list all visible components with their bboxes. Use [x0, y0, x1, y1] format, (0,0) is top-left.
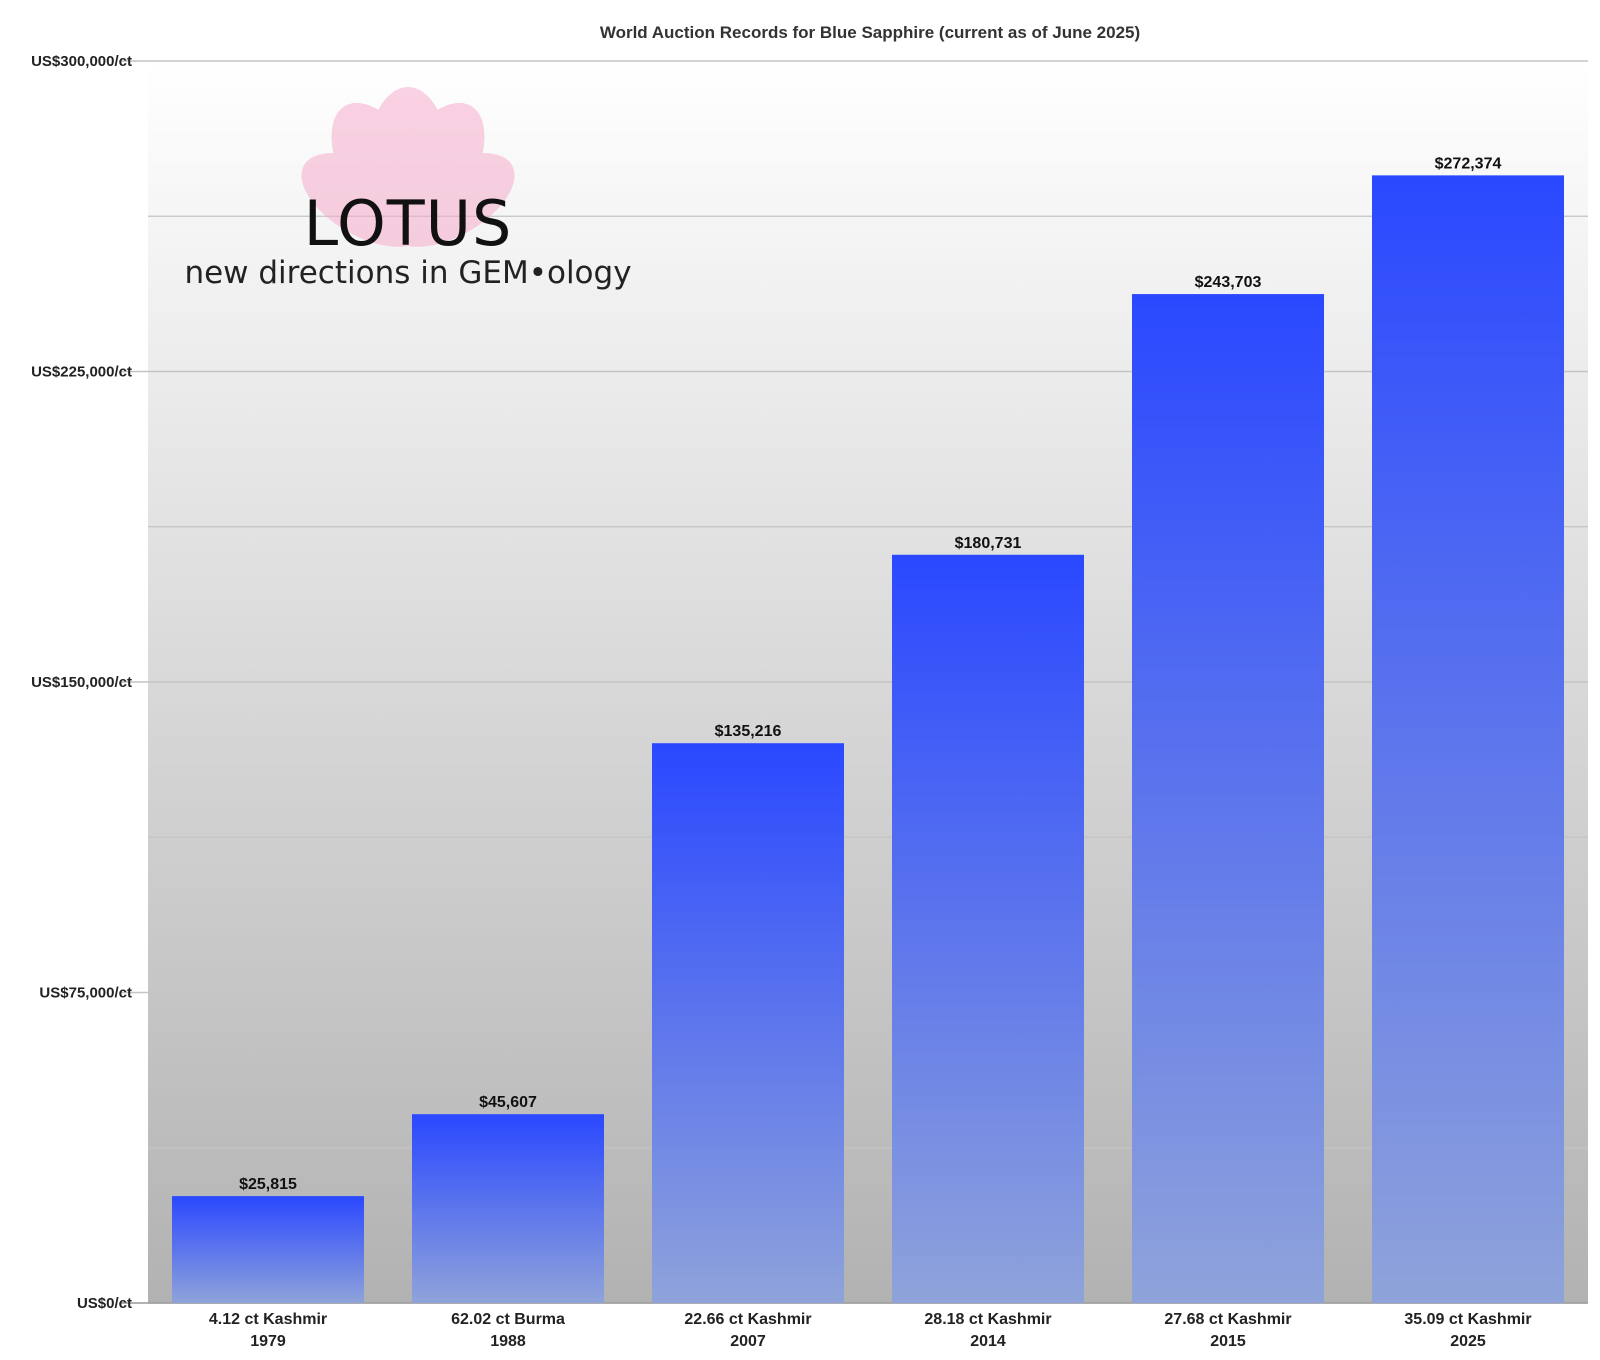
data-labels: $25,815 $45,607 $135,216 $180,731 $243,703 $2… — [239, 155, 1501, 1193]
y-tick-label: US$300,000/ct — [31, 53, 132, 70]
x-tick-label: 4.12 ct Kashmir — [209, 1311, 327, 1328]
x-tick-label: 62.02 ct Burma — [451, 1311, 565, 1328]
logo-tagline: new directions in GEM•ology — [184, 255, 631, 291]
bar — [412, 1114, 604, 1303]
y-axis-ticks: US$0/ct US$75,000/ct US$150,000/ct US$225,0… — [31, 53, 132, 1312]
x-tick-label: 27.68 ct Kashmir — [1164, 1311, 1291, 1328]
logo-wordmark: LOTUS — [304, 187, 513, 260]
bar — [1372, 175, 1564, 1304]
x-tick-year: 2007 — [730, 1333, 766, 1350]
x-tick-year: 1988 — [490, 1333, 526, 1350]
x-tick-year: 1979 — [250, 1333, 286, 1350]
bar — [1132, 294, 1324, 1303]
x-tick-label: 28.18 ct Kashmir — [924, 1311, 1051, 1328]
x-axis-ticks: 4.12 ct Kashmir 1979 62.02 ct Burma 1988 22.… — [209, 1311, 1532, 1350]
y-tick-label: US$150,000/ct — [31, 674, 132, 691]
data-label: $243,703 — [1195, 274, 1262, 291]
data-label: $25,815 — [239, 1176, 297, 1193]
x-tick-label: 35.09 ct Kashmir — [1404, 1311, 1531, 1328]
bar — [172, 1196, 364, 1303]
bar — [652, 743, 844, 1303]
y-tick-label: US$0/ct — [77, 1295, 132, 1312]
x-tick-label: 22.66 ct Kashmir — [684, 1311, 811, 1328]
x-tick-year: 2015 — [1210, 1333, 1246, 1350]
y-tick-label: US$225,000/ct — [31, 364, 132, 381]
data-label: $135,216 — [715, 723, 782, 740]
data-label: $180,731 — [955, 535, 1022, 552]
x-tick-year: 2025 — [1450, 1333, 1486, 1350]
lotus-petals — [301, 87, 515, 247]
lotus-logo: LOTUS new directions in GEM•ology — [184, 87, 632, 291]
y-tick-label: US$75,000/ct — [39, 985, 132, 1002]
data-label: $272,374 — [1435, 155, 1502, 172]
bars — [172, 175, 1564, 1304]
bar — [892, 554, 1084, 1303]
chart-title: World Auction Records for Blue Sapphire … — [600, 23, 1140, 42]
x-tick-year: 2014 — [970, 1333, 1006, 1350]
data-label: $45,607 — [479, 1094, 537, 1111]
